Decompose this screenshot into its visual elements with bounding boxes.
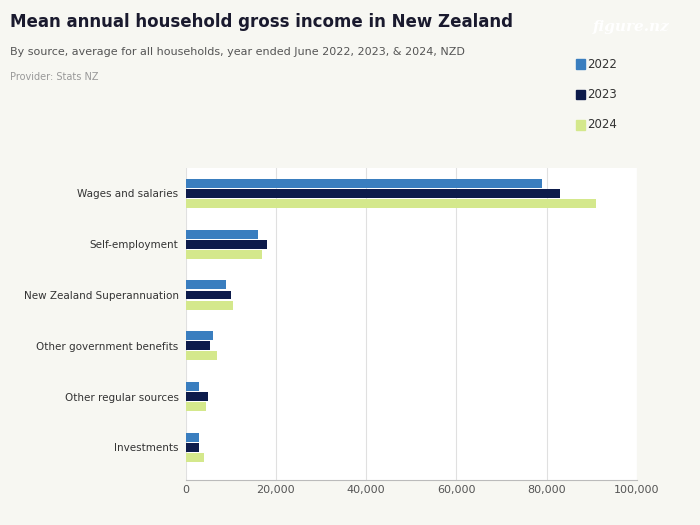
Bar <box>186 229 258 238</box>
Text: 2022: 2022 <box>587 58 617 70</box>
Text: Mean annual household gross income in New Zealand: Mean annual household gross income in Ne… <box>10 13 514 31</box>
Text: 2023: 2023 <box>587 88 617 101</box>
Bar <box>186 290 231 299</box>
Bar <box>186 301 233 310</box>
Bar <box>186 179 542 188</box>
Bar <box>186 433 199 442</box>
Text: 2024: 2024 <box>587 119 617 131</box>
Bar <box>186 453 204 462</box>
Text: By source, average for all households, year ended June 2022, 2023, & 2024, NZD: By source, average for all households, y… <box>10 47 466 57</box>
Text: Provider: Stats NZ: Provider: Stats NZ <box>10 72 99 82</box>
Bar <box>186 240 267 249</box>
Bar <box>186 280 226 289</box>
Bar <box>186 331 213 340</box>
Bar <box>186 250 262 259</box>
Text: figure.nz: figure.nz <box>594 20 670 34</box>
Bar <box>186 351 217 360</box>
Bar <box>186 382 199 391</box>
Bar <box>186 199 596 208</box>
Bar <box>186 402 206 411</box>
Bar <box>186 189 560 198</box>
Bar <box>186 392 208 401</box>
Bar <box>186 341 210 350</box>
Bar <box>186 443 199 452</box>
